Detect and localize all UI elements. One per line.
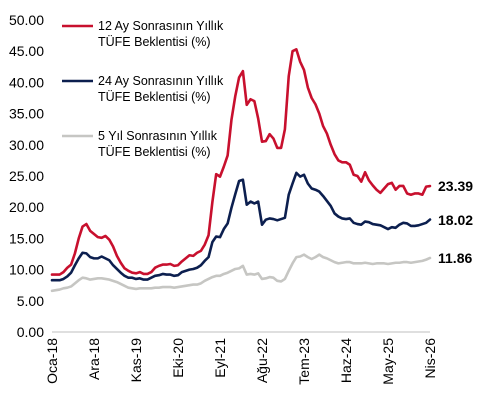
y-tick-label: 0.00 [17, 324, 44, 340]
x-tick-label: Ağu-22 [254, 338, 270, 383]
x-tick-label: Kas-19 [128, 338, 144, 383]
y-tick-label: 15.00 [9, 230, 44, 246]
y-tick-label: 25.00 [9, 168, 44, 184]
y-tick-label: 30.00 [9, 137, 44, 153]
x-tick-label: Ara-18 [86, 338, 102, 380]
legend: 12 Ay Sonrasının Yıllık TÜFE Beklentisi (… [62, 19, 224, 159]
legend-label-line1: 24 Ay Sonrasının Yıllık [98, 74, 224, 88]
y-tick-label: 10.00 [9, 262, 44, 278]
legend-label-line2: TÜFE Beklentisi (%) [98, 90, 211, 104]
x-tick-label: Nis-26 [422, 338, 438, 379]
end-value-label-2: 11.86 [438, 250, 472, 266]
x-tick-label: Haz-24 [338, 338, 354, 383]
y-tick-label: 20.00 [9, 199, 44, 215]
y-tick-label: 35.00 [9, 106, 44, 122]
end-labels: 23.39 18.02 11.86 [438, 178, 473, 266]
x-tick-label: Eyl-21 [212, 338, 228, 378]
y-axis: 0.00 5.00 10.00 15.00 20.00 25.00 30.00 35.00 40… [9, 12, 44, 340]
x-axis: Oca-18 Ara-18 Kas-19 Eki-20 Eyl-21 Ağu-22 Tem-… [44, 331, 438, 385]
y-tick-label: 40.00 [9, 74, 44, 90]
x-tick-label: Tem-23 [296, 338, 312, 385]
legend-label-line2: TÜFE Beklentisi (%) [98, 145, 211, 159]
series-layer [50, 48, 432, 293]
series-line-0 [50, 48, 432, 276]
end-value-label-0: 23.39 [438, 178, 473, 194]
y-tick-label: 45.00 [9, 43, 44, 59]
legend-label-line1: 12 Ay Sonrasının Yıllık [98, 19, 224, 33]
legend-label-line1: 5 Yıl Sonrasının Yıllık [98, 129, 218, 143]
series-line-1 [50, 171, 432, 282]
y-tick-label: 50.00 [9, 12, 44, 28]
end-value-label-1: 18.02 [438, 212, 473, 228]
x-tick-label: Oca-18 [44, 338, 60, 384]
series-line-2 [50, 253, 432, 293]
x-tick-label: May-25 [380, 338, 396, 385]
legend-label-line2: TÜFE Beklentisi (%) [98, 35, 211, 49]
y-tick-label: 5.00 [17, 293, 44, 309]
x-tick-label: Eki-20 [170, 338, 186, 378]
